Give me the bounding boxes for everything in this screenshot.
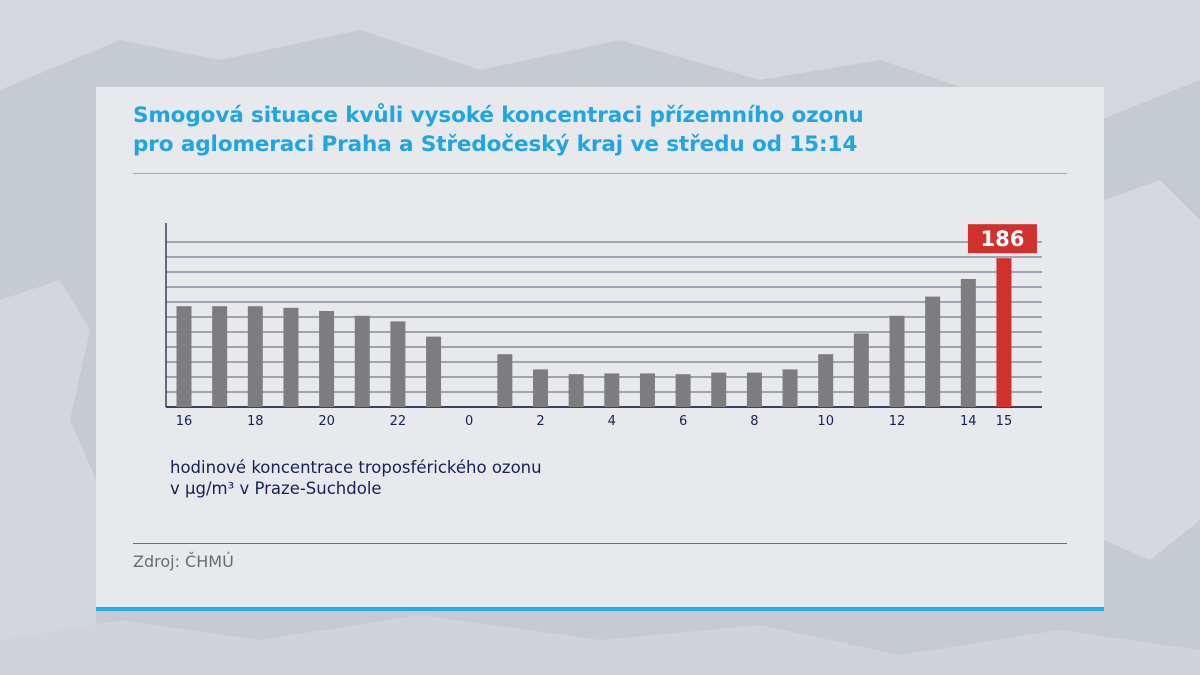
x-tick-label: 10 bbox=[817, 414, 834, 429]
bar bbox=[853, 333, 869, 407]
bar bbox=[247, 306, 263, 407]
x-tick-label: 18 bbox=[247, 414, 264, 429]
bar bbox=[639, 373, 655, 407]
title-divider bbox=[133, 173, 1067, 174]
card-accent-bar bbox=[96, 607, 1104, 611]
title-line-1: Smogová situace kvůli vysoké koncentraci… bbox=[133, 103, 864, 128]
source-label: Zdroj: ČHMÚ bbox=[133, 552, 234, 571]
bar bbox=[212, 306, 228, 407]
x-tick-label: 22 bbox=[390, 414, 407, 429]
title-line-2: pro aglomeraci Praha a Středočeský kraj … bbox=[133, 132, 858, 157]
x-tick-label: 2 bbox=[536, 414, 544, 429]
value-label: 186 bbox=[981, 227, 1025, 251]
bar bbox=[354, 315, 370, 407]
bar bbox=[746, 372, 762, 407]
x-tick-label: 15 bbox=[996, 414, 1013, 429]
x-tick-label: 8 bbox=[750, 414, 758, 429]
bar bbox=[568, 374, 584, 407]
bar bbox=[176, 306, 192, 407]
bar bbox=[782, 369, 798, 407]
x-tick-label: 16 bbox=[176, 414, 193, 429]
chart-card: Smogová situace kvůli vysoké koncentraci… bbox=[96, 87, 1104, 609]
bar bbox=[960, 279, 976, 407]
bar bbox=[818, 354, 834, 407]
bar bbox=[283, 307, 299, 407]
bar bbox=[925, 296, 941, 407]
ozone-bar-chart: 16 18 20 22 0 2 4 6 8 10 12 14 15 186 bbox=[165, 223, 1042, 429]
bar bbox=[711, 372, 727, 407]
bar bbox=[497, 354, 513, 407]
x-tick-label: 20 bbox=[318, 414, 335, 429]
x-tick-label: 14 bbox=[960, 414, 977, 429]
bar bbox=[675, 374, 691, 407]
bar bbox=[426, 336, 442, 407]
value-badge bbox=[967, 224, 1037, 254]
bar bbox=[390, 321, 406, 407]
bar bbox=[604, 373, 620, 407]
x-tick-label: 0 bbox=[465, 414, 473, 429]
chart-title: Smogová situace kvůli vysoké koncentraci… bbox=[133, 101, 1073, 159]
bar bbox=[319, 311, 335, 407]
bar bbox=[533, 369, 548, 407]
bar-highlight bbox=[996, 258, 1012, 407]
chart-note: hodinové koncentrace troposférického ozo… bbox=[170, 457, 542, 499]
source-divider bbox=[133, 543, 1067, 544]
bar bbox=[889, 315, 905, 407]
note-line-2: v µg/m³ v Praze-Suchdole bbox=[170, 479, 382, 498]
x-tick-label: 4 bbox=[608, 414, 616, 429]
x-tick-label: 6 bbox=[679, 414, 687, 429]
x-tick-label: 12 bbox=[889, 414, 906, 429]
note-line-1: hodinové koncentrace troposférického ozo… bbox=[170, 458, 542, 477]
